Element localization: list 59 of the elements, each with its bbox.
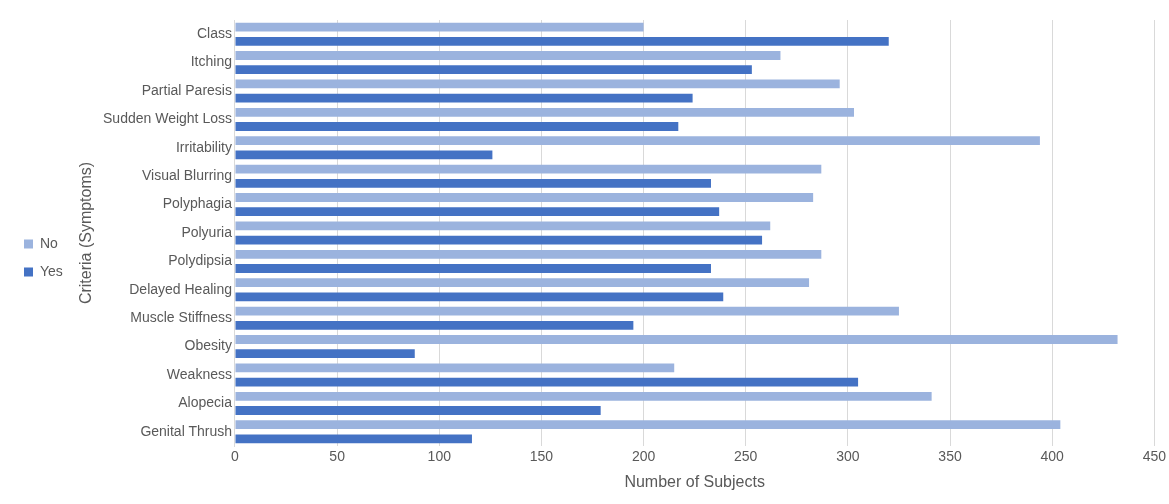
bar [235,93,693,103]
bar [235,320,634,330]
y-tick-label: Partial Paresis [141,81,232,98]
bar [235,164,822,174]
bar [235,363,675,373]
bar [235,122,679,131]
legend-label: No [40,234,59,251]
y-tick-label: Alopecia [178,394,233,411]
y-tick-label: Muscle Stiffness [130,309,232,326]
x-tick-label: 100 [427,448,452,465]
x-tick-label: 50 [329,448,346,465]
y-tick-label: Sudden Weight Loss [103,110,232,127]
x-tick-label: 150 [529,448,554,465]
y-tick-label: Itching [190,53,232,70]
bar [235,221,771,231]
bar [235,136,1040,146]
y-tick-label: Class [196,25,232,42]
bar [235,264,711,273]
x-tick-label: 300 [836,448,860,465]
y-tick-label: Polyphagia [162,195,233,212]
bar [235,306,899,316]
bar [235,150,493,160]
bar [235,377,859,387]
bar [235,65,752,75]
y-tick-label: Polyuria [181,223,233,240]
bar [235,79,840,89]
x-tick-label: 250 [734,448,758,465]
bar [235,22,644,32]
y-tick-label: Polydipsia [168,252,233,269]
bar [235,292,724,302]
x-tick-label: 0 [231,448,240,465]
bar [235,193,814,202]
bar [235,349,415,359]
y-tick-label: Weakness [166,365,232,382]
x-tick-label: 450 [1142,448,1167,465]
x-tick-label: 200 [631,448,656,465]
x-tick-label: 350 [938,448,962,465]
bar [235,235,763,245]
bar [235,51,781,60]
bar [235,391,932,401]
bar [235,335,1118,344]
x-tick-label: 400 [1040,448,1065,465]
bar [235,36,889,46]
bar [235,420,1061,430]
y-tick-label: Genital Thrush [140,422,232,439]
bar [235,207,720,217]
y-tick-label: Delayed Healing [129,280,232,297]
bar [235,107,854,117]
bar [235,178,711,188]
bar [235,406,601,415]
x-axis-title: Number of Subjects [624,472,765,490]
y-tick-label: Visual Blurring [141,167,232,184]
y-tick-label: Obesity [184,337,232,354]
y-axis-title: Criteria (Symptoms) [76,161,94,305]
bar [235,249,822,259]
bar [235,278,810,288]
bar [235,434,472,444]
legend-label: Yes [40,262,63,279]
y-tick-label: Irritability [175,138,232,155]
